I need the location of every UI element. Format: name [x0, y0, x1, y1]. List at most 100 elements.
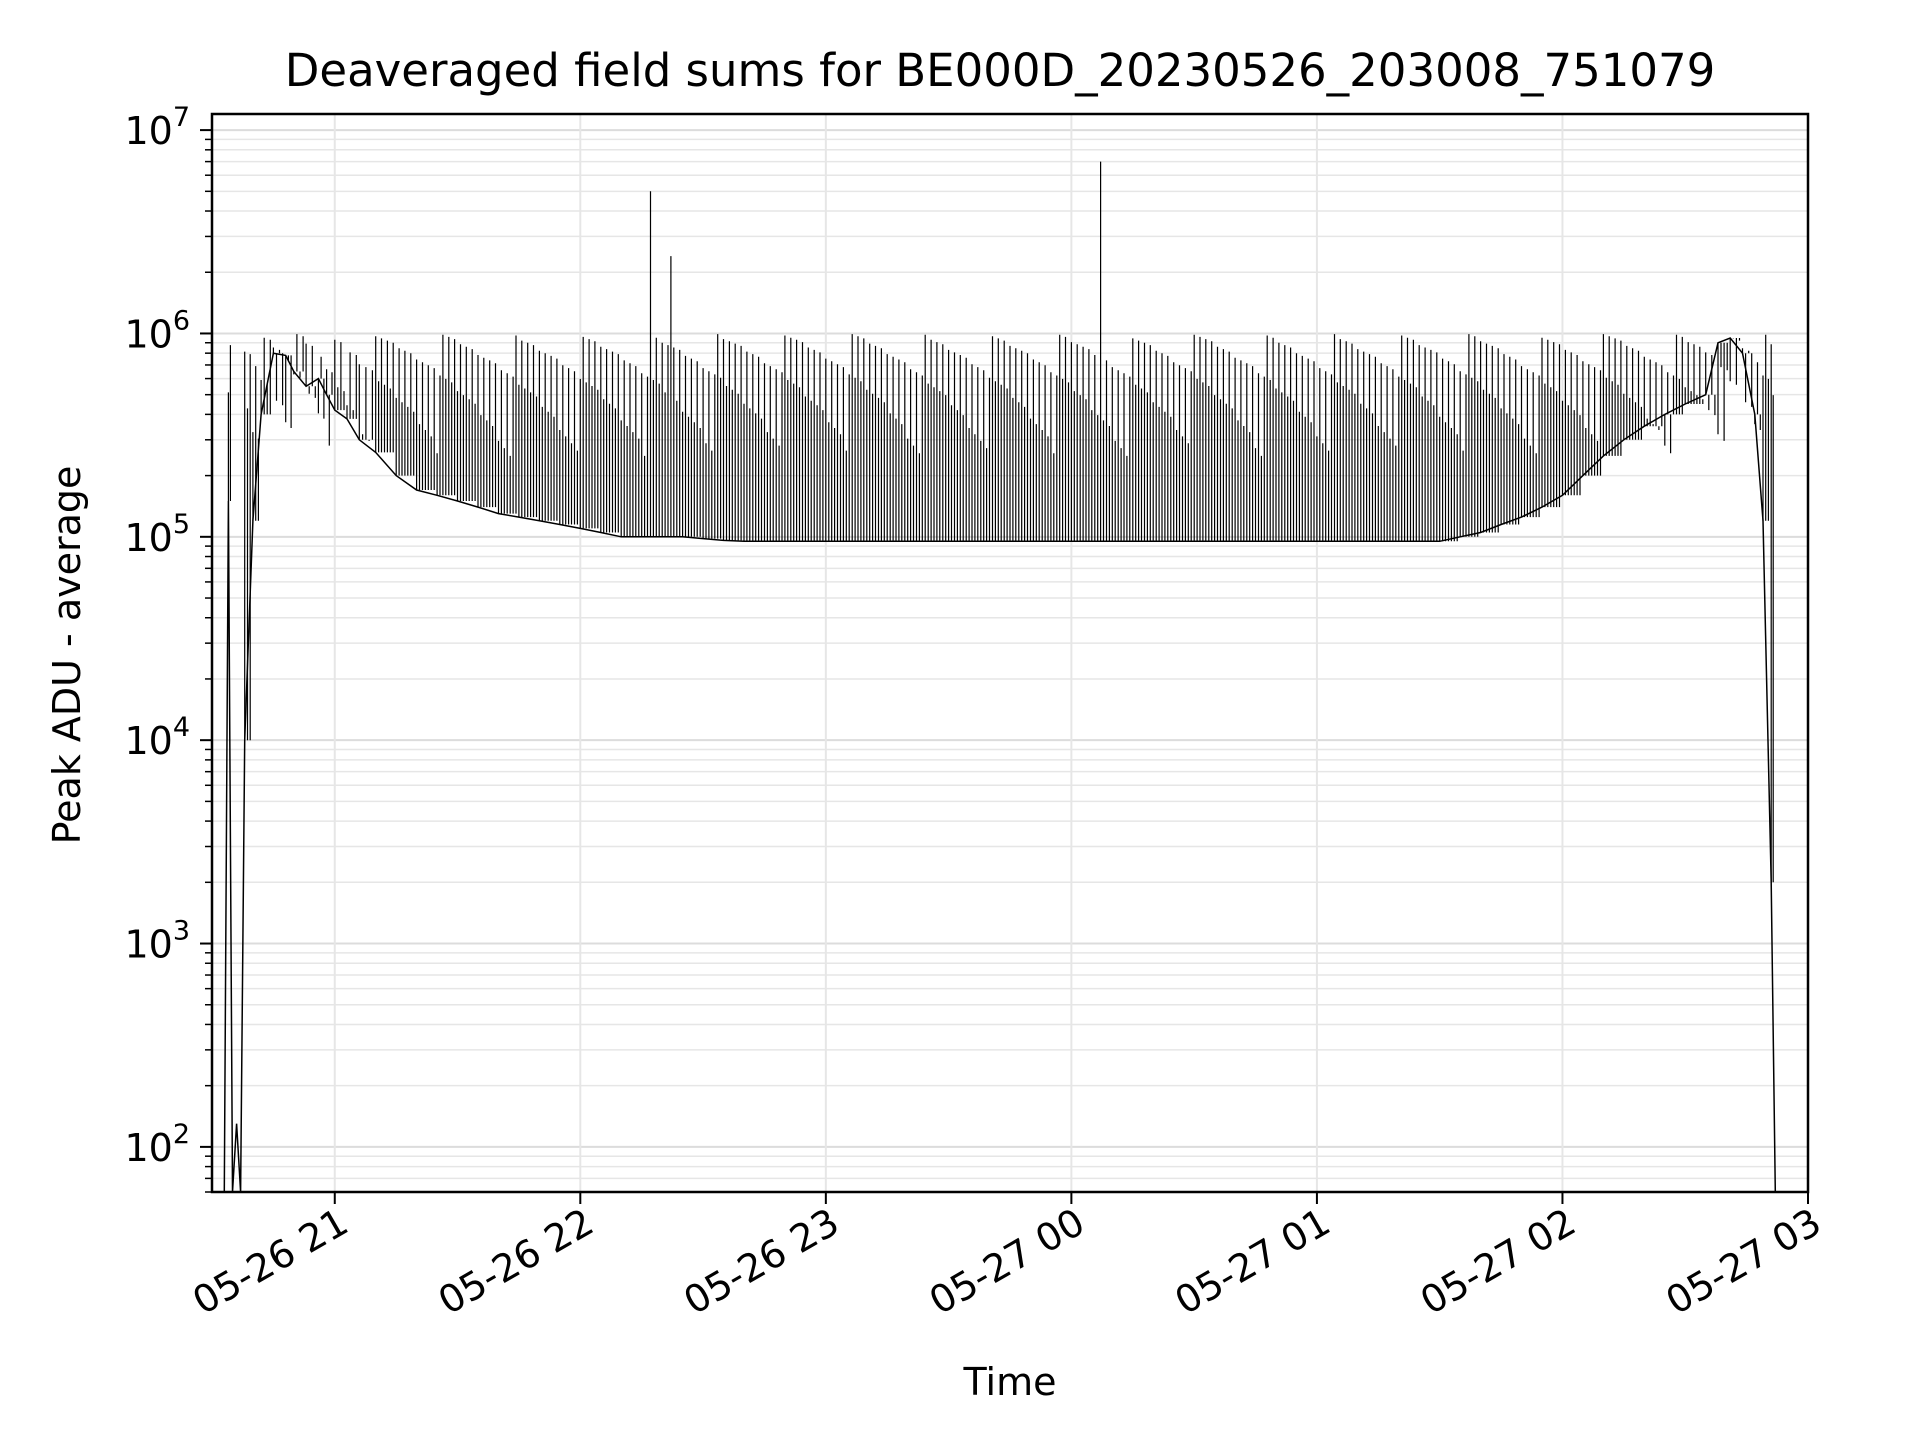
series-spikes	[927, 339, 947, 542]
series-spikes	[317, 356, 325, 419]
series-spikes	[1254, 335, 1274, 542]
series-spikes	[1398, 335, 1417, 542]
series-spikes	[1193, 334, 1213, 542]
series-spikes	[1754, 362, 1761, 430]
series-spikes	[763, 363, 783, 542]
series-spikes	[1173, 362, 1192, 542]
series-spikes	[907, 334, 926, 542]
series-spikes	[641, 191, 660, 537]
series-spikes	[1050, 334, 1070, 542]
series-spikes	[305, 343, 316, 398]
series-spikes	[1480, 341, 1499, 533]
series-spikes	[260, 337, 271, 415]
y-axis: 102 103 104 105 106 107	[124, 102, 212, 1193]
series-spikes	[1234, 357, 1254, 542]
y-tick-label: 106	[124, 305, 190, 356]
series-spikes	[334, 339, 345, 411]
series-spikes	[1717, 342, 1728, 441]
series-spikes	[272, 347, 284, 406]
series-spikes	[682, 355, 701, 537]
series-spikes	[436, 334, 456, 496]
series-spikes	[743, 351, 763, 542]
series-spikes	[358, 364, 373, 441]
series-spikes	[1132, 338, 1151, 542]
series-spikes	[416, 359, 435, 490]
series-spikes	[1091, 161, 1110, 542]
series-spikes	[326, 369, 333, 446]
series-spikes	[1439, 358, 1458, 542]
series-spikes	[722, 339, 742, 541]
series-spikes	[1316, 334, 1336, 542]
series-line	[223, 161, 1777, 1193]
plot-frame	[210, 112, 1810, 1194]
chart-title: Deaveraged field sums for BE000D_2023052…	[285, 44, 1716, 97]
series-spikes	[1664, 334, 1683, 454]
series-spikes	[227, 345, 231, 501]
series-spikes	[1741, 348, 1753, 407]
series-spikes	[252, 366, 259, 521]
series-spikes	[1643, 356, 1663, 430]
series-spikes	[1070, 342, 1090, 542]
series-spikes	[661, 256, 681, 537]
series-spikes	[620, 360, 640, 537]
series-spikes	[1336, 339, 1356, 542]
series-spikes	[886, 354, 906, 542]
series-spikes	[1541, 337, 1561, 508]
y-tick-label: 105	[124, 509, 190, 560]
series-spikes	[1111, 367, 1131, 542]
series-spikes	[866, 343, 885, 542]
y-tick-label: 102	[124, 1119, 190, 1170]
series-spikes	[968, 364, 988, 542]
series-spikes	[346, 352, 357, 419]
series-spikes	[1705, 352, 1716, 416]
series-spikes	[518, 340, 538, 518]
series-spikes	[1295, 353, 1315, 542]
series-spikes	[1762, 334, 1769, 521]
series-spikes	[293, 334, 304, 378]
grid	[212, 114, 1809, 1193]
y-tick-label: 103	[124, 916, 190, 967]
series-spikes	[784, 335, 804, 542]
series-spikes	[1418, 345, 1438, 542]
x-axis-label: Time	[963, 1360, 1057, 1404]
series-spikes	[395, 348, 415, 476]
series-spikes	[1009, 345, 1029, 542]
series-spikes	[477, 355, 497, 508]
series-spikes	[845, 334, 865, 542]
series-spikes	[1770, 344, 1774, 883]
series-spikes	[1623, 345, 1642, 440]
series-spikes	[1214, 346, 1233, 542]
series-spikes	[1561, 349, 1581, 496]
series-spikes	[1459, 334, 1479, 537]
series-spikes	[1275, 342, 1295, 542]
series-spikes	[1520, 366, 1540, 518]
series-spikes	[244, 351, 251, 741]
series-spikes	[804, 347, 824, 542]
series-spikes	[600, 346, 619, 533]
series-spikes	[497, 335, 517, 514]
series-spikes	[825, 358, 844, 542]
series-spikes	[1582, 361, 1602, 476]
series-spikes	[1602, 334, 1622, 456]
series-spikes	[1029, 359, 1049, 542]
series-spikes	[948, 349, 967, 542]
series-spikes	[1729, 338, 1741, 385]
y-tick-label: 104	[124, 712, 190, 763]
series-spikes	[1377, 363, 1397, 542]
y-tick-label: 107	[124, 102, 190, 153]
series-spikes	[988, 336, 1008, 542]
series-spikes	[559, 365, 578, 525]
series-spikes	[285, 355, 292, 428]
series-spikes	[1357, 349, 1376, 542]
series-spikes	[1684, 342, 1704, 404]
series-spikes	[538, 350, 558, 521]
series-spikes	[702, 334, 722, 539]
series-spikes	[579, 336, 599, 529]
series-spikes	[1152, 350, 1172, 542]
series-spikes	[456, 344, 476, 501]
y-axis-label: Peak ADU - average	[45, 466, 89, 845]
series-spikes	[1500, 354, 1520, 525]
series-spikes	[375, 336, 394, 453]
